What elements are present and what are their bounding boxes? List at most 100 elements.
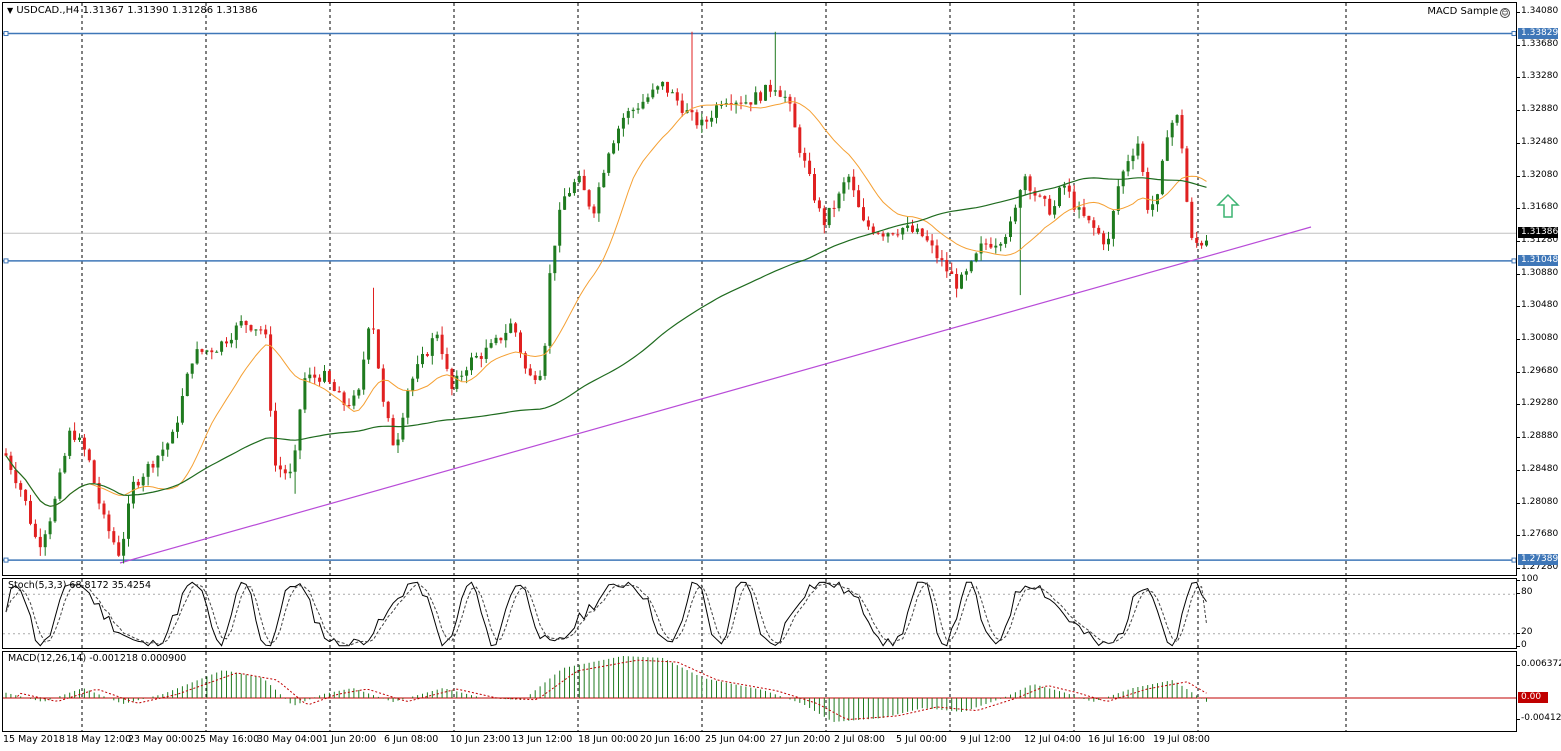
candle-body bbox=[509, 323, 513, 333]
stochastic-main-line bbox=[5, 581, 1207, 647]
candle-body bbox=[1082, 207, 1086, 216]
candle-body bbox=[347, 404, 351, 406]
candle-body bbox=[1126, 161, 1130, 172]
candle-body bbox=[656, 86, 660, 90]
candle-body bbox=[705, 119, 709, 122]
slow-moving-average-line bbox=[5, 177, 1207, 507]
time-tick-label: 2 Jul 08:00 bbox=[834, 734, 885, 745]
candle-body bbox=[523, 353, 527, 369]
price-chart-pane[interactable]: ▼ USDCAD.,H4 1.31367 1.31390 1.31286 1.3… bbox=[2, 2, 1517, 576]
candle-body bbox=[1072, 191, 1076, 210]
candle-body bbox=[48, 521, 52, 535]
candle-body bbox=[234, 325, 238, 340]
candle-body bbox=[984, 243, 988, 245]
candle-body bbox=[749, 102, 753, 105]
candle-body bbox=[1058, 187, 1061, 207]
time-tick-label: 10 Jun 23:00 bbox=[450, 734, 511, 745]
candle-body bbox=[876, 232, 880, 234]
candle-body bbox=[646, 97, 650, 102]
candle-body bbox=[450, 368, 454, 389]
candle-body bbox=[739, 102, 743, 104]
candle-body bbox=[141, 476, 145, 486]
candle-body bbox=[974, 253, 978, 262]
candle-body bbox=[1097, 227, 1101, 234]
candle-body bbox=[210, 350, 214, 353]
candle-body bbox=[313, 374, 317, 378]
candle-body bbox=[964, 271, 968, 275]
stochastic-tick-label: 100 bbox=[1516, 574, 1539, 584]
candle-body bbox=[1023, 176, 1027, 191]
candle-body bbox=[303, 378, 307, 410]
candle-body bbox=[474, 356, 478, 358]
price-tick-label: 1.27280 bbox=[1516, 562, 1559, 572]
time-tick-label: 18 Jun 00:00 bbox=[578, 734, 639, 745]
candle-body bbox=[572, 182, 576, 194]
candle-body bbox=[293, 450, 297, 472]
candle-body bbox=[1018, 190, 1022, 208]
candle-body bbox=[1038, 195, 1042, 197]
candle-body bbox=[754, 92, 758, 105]
stochastic-tick-label: 20 bbox=[1516, 626, 1533, 637]
current-price-tag: 1.31386 bbox=[1518, 227, 1558, 239]
price-tick-label: 1.33280 bbox=[1516, 71, 1559, 82]
candle-body bbox=[215, 351, 219, 353]
candle-body bbox=[813, 174, 816, 201]
candle-body bbox=[411, 378, 415, 391]
price-chart-canvas[interactable] bbox=[3, 3, 1516, 575]
time-tick-label: 13 Jun 12:00 bbox=[512, 734, 573, 745]
time-tick-label: 6 Jun 08:00 bbox=[384, 734, 439, 745]
candle-body bbox=[499, 337, 503, 341]
candle-body bbox=[999, 243, 1003, 246]
level-anchor-handle bbox=[3, 557, 9, 563]
candle-body bbox=[33, 523, 37, 537]
candle-body bbox=[837, 193, 841, 209]
stochastic-tick-label: 80 bbox=[1516, 587, 1533, 598]
candle-body bbox=[244, 320, 248, 326]
candle-body bbox=[171, 431, 175, 444]
candle-body bbox=[465, 370, 469, 376]
expert-advisor-label[interactable]: MACD Sample ☺ bbox=[1427, 6, 1510, 18]
candle-body bbox=[357, 389, 361, 396]
price-tick-label: 1.28480 bbox=[1516, 463, 1559, 474]
macd-pane[interactable]: MACD(12,26,14) -0.001218 0.000900 bbox=[2, 651, 1517, 732]
candle-body bbox=[1004, 236, 1008, 244]
candle-body bbox=[386, 401, 390, 419]
candle-body bbox=[817, 200, 821, 209]
stochastic-pane[interactable]: Stoch(5,3,3) 68.8172 35.4254 bbox=[2, 578, 1517, 649]
candle-body bbox=[950, 271, 954, 275]
candle-body bbox=[19, 483, 23, 490]
candle-body bbox=[881, 233, 885, 237]
candle-body bbox=[195, 349, 199, 364]
candle-body bbox=[548, 273, 552, 346]
candle-body bbox=[514, 323, 518, 333]
candle-body bbox=[911, 225, 914, 232]
candle-body bbox=[156, 455, 160, 468]
candle-body bbox=[1077, 207, 1081, 210]
candle-body bbox=[553, 245, 557, 274]
candle-body bbox=[220, 341, 224, 352]
level-anchor-handle bbox=[1511, 557, 1516, 563]
triangle-down-icon[interactable]: ▼ bbox=[7, 6, 14, 15]
candle-body bbox=[955, 274, 959, 289]
candle-body bbox=[494, 337, 498, 344]
candle-body bbox=[1165, 137, 1169, 161]
candle-body bbox=[421, 353, 424, 365]
candle-body bbox=[680, 100, 684, 113]
candle-body bbox=[798, 127, 802, 153]
candle-body bbox=[1190, 201, 1194, 238]
candle-body bbox=[435, 334, 439, 339]
candle-body bbox=[425, 353, 429, 356]
stochastic-label: Stoch(5,3,3) 68.8172 35.4254 bbox=[8, 580, 152, 591]
candle-body bbox=[1175, 115, 1179, 123]
candle-body bbox=[87, 449, 91, 461]
time-tick-label: 30 May 04:00 bbox=[257, 734, 323, 745]
fast-moving-average-line bbox=[5, 101, 1207, 507]
candle-body bbox=[1170, 122, 1174, 138]
time-tick-label: 19 Jul 08:00 bbox=[1153, 734, 1210, 745]
candle-body bbox=[602, 172, 606, 188]
time-tick-label: 27 Jun 20:00 bbox=[770, 734, 831, 745]
candle-body bbox=[543, 345, 547, 376]
candle-body bbox=[430, 338, 434, 356]
macd-canvas[interactable] bbox=[3, 652, 1516, 731]
stochastic-canvas[interactable] bbox=[3, 579, 1516, 648]
